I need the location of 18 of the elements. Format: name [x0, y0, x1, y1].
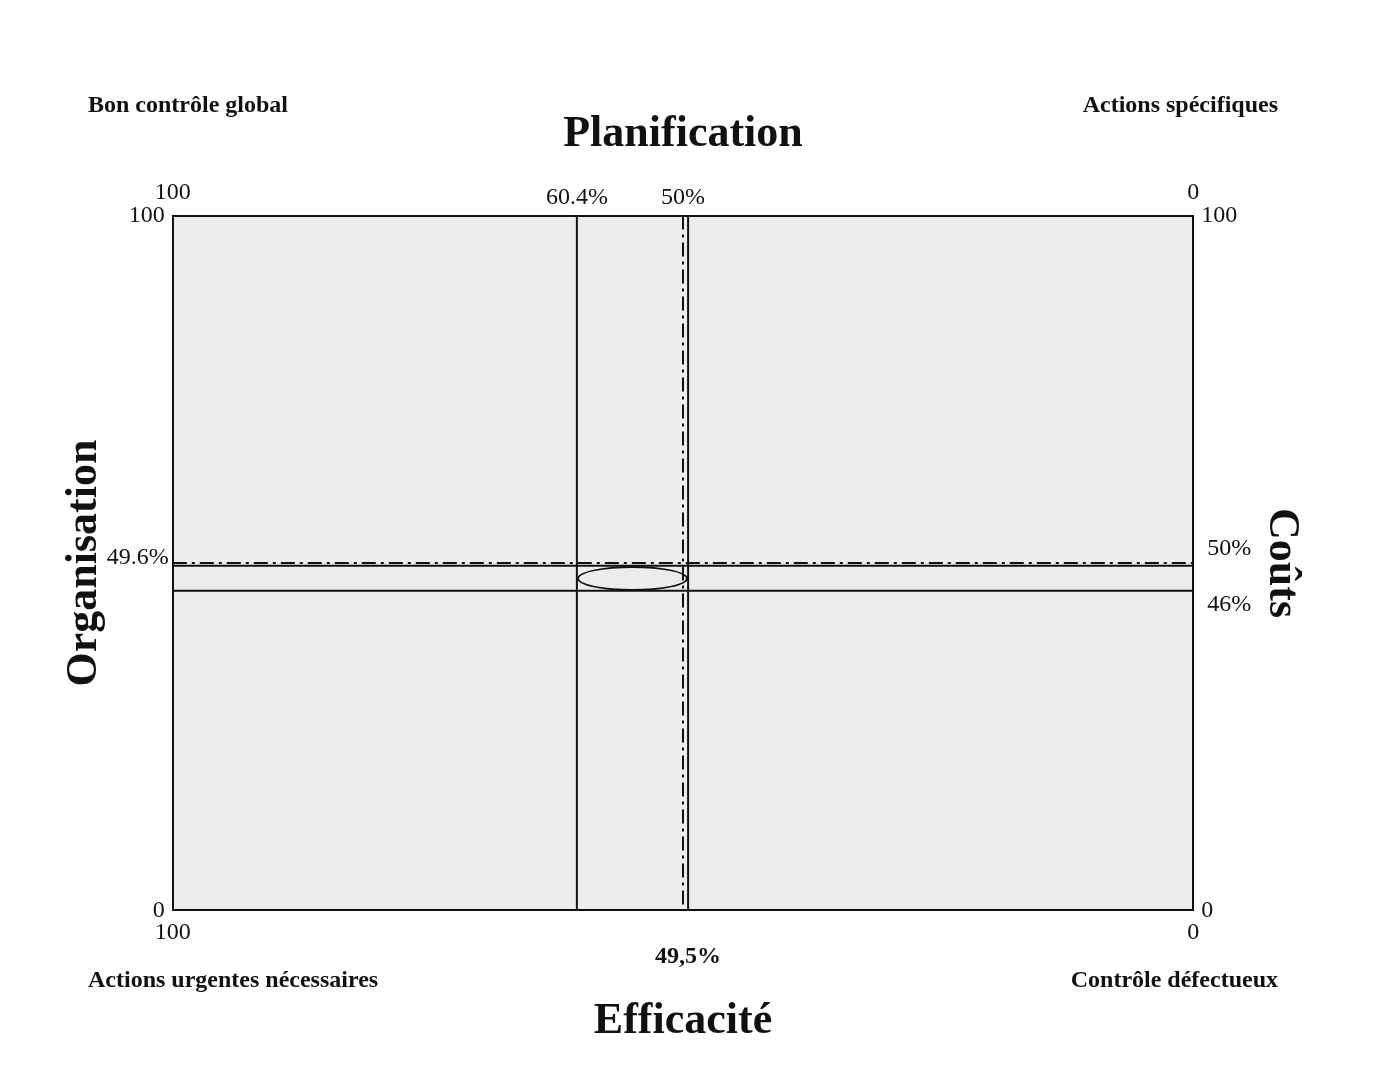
ref-line-label: 50% [661, 182, 705, 209]
text: Actions spécifiques [1082, 90, 1278, 117]
text: Actions urgentes nécessaires [88, 965, 379, 992]
x2-tick-label: 0 [1187, 178, 1200, 205]
y2-axis-title: Coûts [1260, 507, 1310, 619]
text: Contrôle défectueux [1070, 965, 1278, 992]
y-axis-title: Organisation [56, 439, 106, 687]
y2-tick-label: 0 [1201, 895, 1214, 922]
y2-tick-label: 100 [1201, 200, 1238, 227]
ref-line-label: 49,5% [655, 941, 722, 968]
ref-line-label: 50% [1207, 534, 1252, 561]
x2-tick-label: 100 [154, 178, 191, 205]
x2-axis-title: Planification [563, 106, 803, 156]
text: Bon contrôle global [88, 90, 289, 117]
ref-line-label: 60.4% [545, 182, 608, 209]
ref-line-label: 46% [1207, 590, 1252, 617]
ref-line-label: 49.6% [106, 543, 169, 570]
x-axis-title: Efficacité [593, 993, 773, 1043]
